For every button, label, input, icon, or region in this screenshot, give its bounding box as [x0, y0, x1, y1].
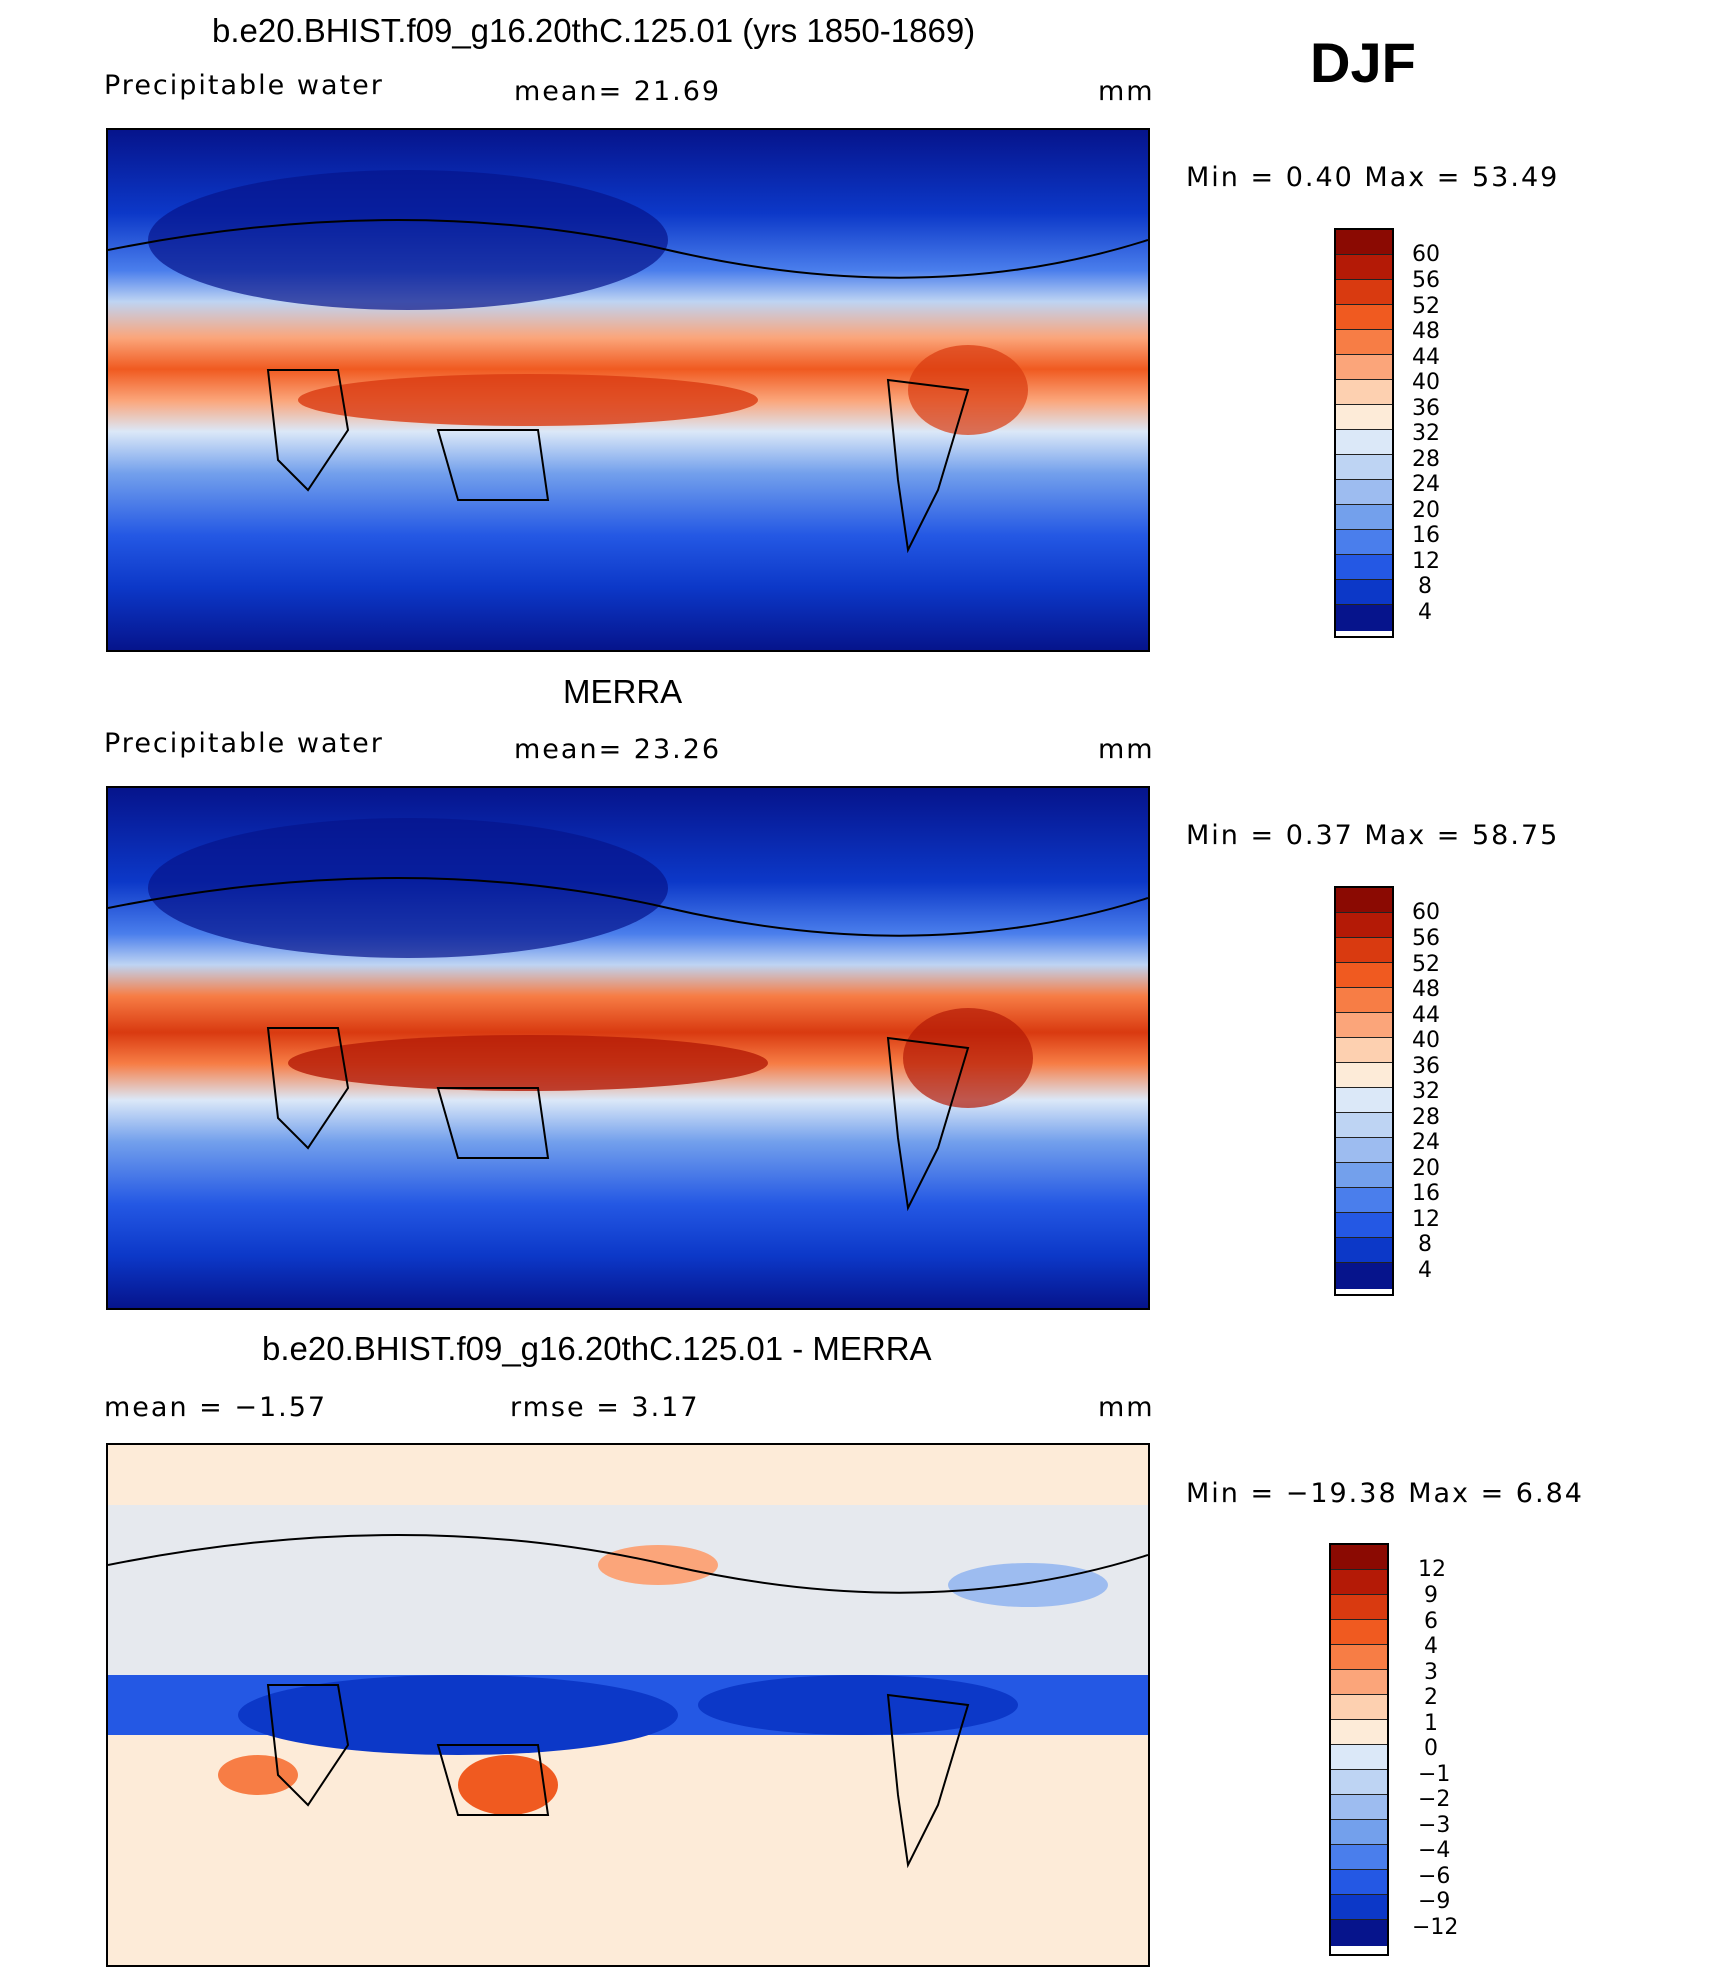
colorbar-tick-label: 4	[1418, 1258, 1432, 1283]
panel3-minmax: Min = −19.38 Max = 6.84	[1186, 1478, 1584, 1509]
panel2-title: MERRA	[563, 673, 683, 710]
panel1-unit: mm	[1098, 76, 1155, 107]
colorbar-tick-label: 56	[1412, 926, 1440, 951]
colorbar-tick-label: 24	[1412, 1130, 1440, 1155]
season-label: DJF	[1310, 31, 1416, 94]
panel1-colorbar	[1334, 228, 1394, 638]
panel3-colorbar	[1329, 1543, 1389, 1956]
colorbar-tick-label: 44	[1412, 345, 1440, 370]
colorbar-tick-label: 20	[1412, 498, 1440, 523]
colorbar-tick-label: 4	[1424, 1634, 1438, 1659]
colorbar-tick-label: 44	[1412, 1003, 1440, 1028]
panel3-unit: mm	[1098, 1392, 1155, 1423]
colorbar-tick-label: 32	[1412, 421, 1440, 446]
colorbar-tick-label: 3	[1424, 1660, 1438, 1685]
colorbar-tick-label: 12	[1412, 1207, 1440, 1232]
colorbar-tick-label: 8	[1418, 1232, 1432, 1257]
panel3-title: b.e20.BHIST.f09_g16.20thC.125.01 - MERRA	[262, 1330, 932, 1367]
colorbar-tick-label: 12	[1412, 549, 1440, 574]
panel1-variable-label: Precipitable water	[104, 70, 384, 101]
colorbar-tick-label: 12	[1418, 1557, 1446, 1582]
colorbar-tick-label: 32	[1412, 1079, 1440, 1104]
colorbar-tick-label: 16	[1412, 1181, 1440, 1206]
panel3-rmse: rmse = 3.17	[510, 1392, 700, 1423]
panel2-minmax: Min = 0.37 Max = 58.75	[1186, 820, 1560, 851]
panel1-mean: mean= 21.69	[514, 76, 722, 107]
panel2-colorbar	[1334, 886, 1394, 1296]
colorbar-tick-label: 56	[1412, 268, 1440, 293]
colorbar-tick-label: 20	[1412, 1156, 1440, 1181]
colorbar-tick-label: 8	[1418, 574, 1432, 599]
colorbar-tick-label: −4	[1418, 1838, 1451, 1863]
colorbar-tick-label: −6	[1418, 1864, 1451, 1889]
panel2-map	[106, 786, 1150, 1310]
colorbar-tick-label: −12	[1412, 1915, 1459, 1940]
colorbar-tick-label: 40	[1412, 370, 1440, 395]
colorbar-tick-label: 40	[1412, 1028, 1440, 1053]
colorbar-tick-label: 9	[1424, 1583, 1438, 1608]
colorbar-tick-label: 48	[1412, 319, 1440, 344]
colorbar-tick-label: 16	[1412, 523, 1440, 548]
colorbar-tick-label: 60	[1412, 242, 1440, 267]
colorbar-tick-label: 2	[1424, 1685, 1438, 1710]
colorbar-tick-label: 36	[1412, 396, 1440, 421]
panel1-minmax: Min = 0.40 Max = 53.49	[1186, 162, 1560, 193]
colorbar-tick-label: −2	[1418, 1787, 1451, 1812]
colorbar-tick-label: −9	[1418, 1889, 1451, 1914]
colorbar-tick-label: 48	[1412, 977, 1440, 1002]
colorbar-tick-label: 36	[1412, 1054, 1440, 1079]
colorbar-tick-label: −3	[1418, 1813, 1451, 1838]
colorbar-tick-label: −1	[1418, 1762, 1451, 1787]
panel3-mean: mean = −1.57	[104, 1392, 328, 1423]
panel1-title: b.e20.BHIST.f09_g16.20thC.125.01 (yrs 18…	[212, 12, 976, 49]
colorbar-tick-label: 28	[1412, 447, 1440, 472]
colorbar-tick-label: 24	[1412, 472, 1440, 497]
panel1-map	[106, 128, 1150, 652]
panel2-mean: mean= 23.26	[514, 734, 722, 765]
colorbar-tick-label: 0	[1424, 1736, 1438, 1761]
colorbar-tick-label: 52	[1412, 952, 1440, 977]
colorbar-tick-label: 6	[1424, 1609, 1438, 1634]
panel2-unit: mm	[1098, 734, 1155, 765]
panel3-map	[106, 1443, 1150, 1967]
colorbar-tick-label: 52	[1412, 294, 1440, 319]
colorbar-tick-label: 28	[1412, 1105, 1440, 1130]
colorbar-tick-label: 1	[1424, 1711, 1438, 1736]
panel2-variable-label: Precipitable water	[104, 728, 384, 759]
colorbar-tick-label: 4	[1418, 600, 1432, 625]
colorbar-tick-label: 60	[1412, 900, 1440, 925]
